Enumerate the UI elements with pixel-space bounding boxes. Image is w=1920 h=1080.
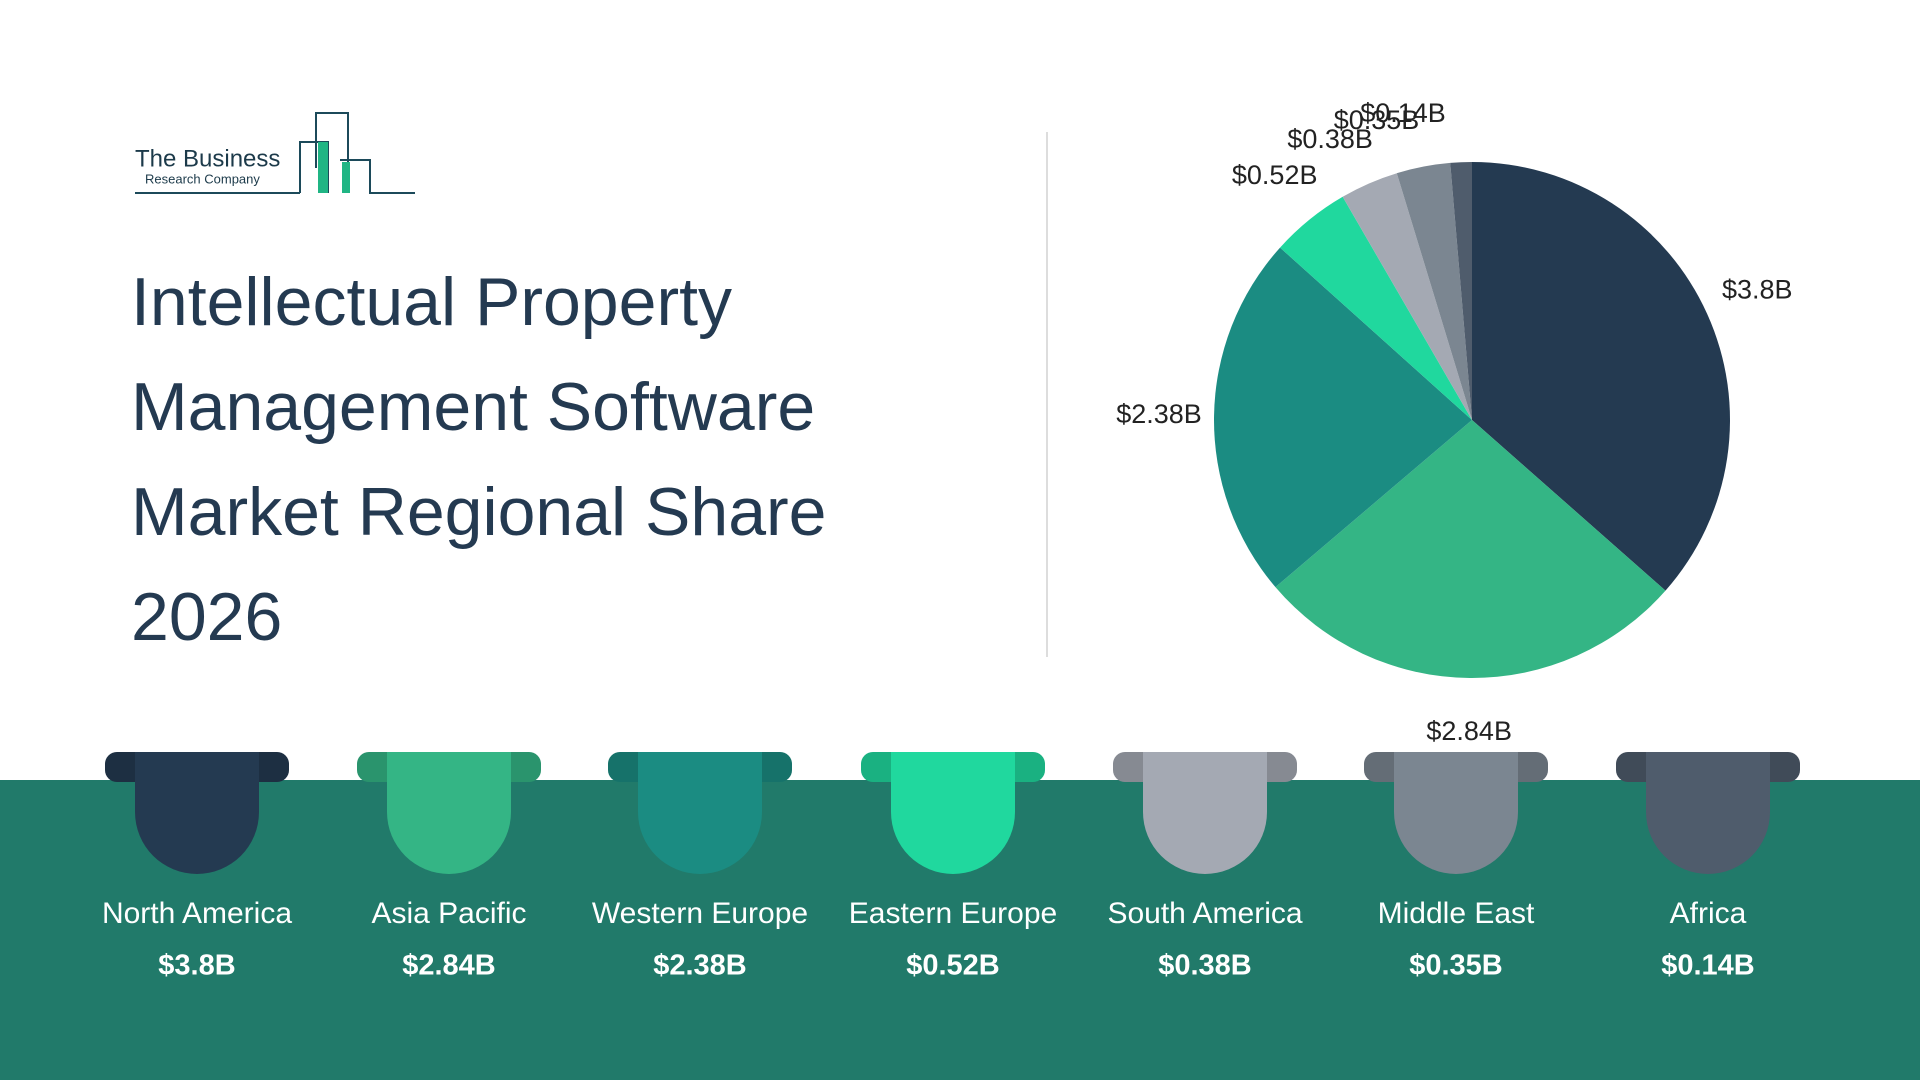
- logo-bar: [342, 162, 350, 193]
- pie-slice: [1472, 162, 1730, 591]
- chart-title: Intellectual Property Management Softwar…: [131, 264, 827, 655]
- pie-chart: $3.8B $2.84B $2.38B $0.52B $0.38B$0.35B$0.14…: [1116, 98, 1792, 746]
- data-label: $3.8B: [1722, 274, 1793, 304]
- region-value: $2.84B: [402, 950, 496, 982]
- data-label: $0.38B: [1287, 124, 1373, 154]
- data-label: $0.52B: [1232, 160, 1318, 190]
- logo: The Business Research Company: [135, 112, 415, 194]
- region-name: South America: [1107, 897, 1302, 930]
- region-value: $0.38B: [1158, 950, 1252, 982]
- data-label: $0.14B: [1360, 98, 1446, 128]
- pie-slice: [1280, 196, 1472, 420]
- card-badge: [135, 752, 259, 874]
- card-badge: [1646, 752, 1770, 874]
- data-label: $2.84B: [1426, 716, 1512, 746]
- logo-buildings: [299, 112, 415, 194]
- card-badge: [638, 752, 762, 874]
- pie-slice: [1214, 247, 1472, 588]
- card-badge: [891, 752, 1015, 874]
- region-value: $0.35B: [1409, 950, 1503, 982]
- region-cards: North America $3.8B Asia Pacific $2.84B West…: [102, 752, 1800, 982]
- pie-slice: [1275, 420, 1666, 678]
- data-label: $0.35B: [1334, 105, 1420, 135]
- region-value: $3.8B: [158, 950, 235, 982]
- pie-slice: [1396, 162, 1472, 421]
- region-value: $0.14B: [1661, 950, 1755, 982]
- logo-text: The Business: [135, 145, 280, 172]
- region-name: Western Europe: [592, 897, 808, 930]
- card-badge: [1143, 752, 1267, 874]
- card-badge: [387, 752, 511, 874]
- region-name: North America: [102, 897, 292, 930]
- region-name: Middle East: [1378, 897, 1535, 930]
- pie-slice: [1450, 162, 1472, 420]
- logo-subtext: Research Company: [145, 171, 260, 186]
- data-label: $2.38B: [1116, 399, 1202, 429]
- region-name: Africa: [1670, 897, 1747, 930]
- pie-slice: [1342, 173, 1472, 420]
- region-value: $0.52B: [906, 950, 1000, 982]
- region-value: $2.38B: [653, 950, 747, 982]
- logo-bar: [318, 142, 328, 193]
- region-name: Asia Pacific: [371, 897, 526, 930]
- region-name: Eastern Europe: [849, 897, 1057, 930]
- card-badge: [1394, 752, 1518, 874]
